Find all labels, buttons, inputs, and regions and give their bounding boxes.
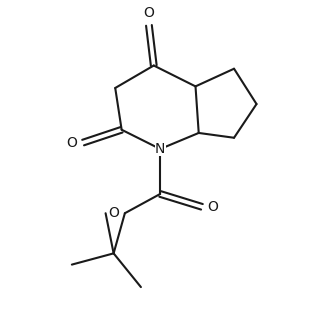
Text: N: N [155, 142, 165, 156]
Text: O: O [208, 200, 218, 214]
Text: O: O [108, 206, 119, 220]
Text: O: O [144, 6, 154, 19]
Text: O: O [66, 136, 77, 149]
